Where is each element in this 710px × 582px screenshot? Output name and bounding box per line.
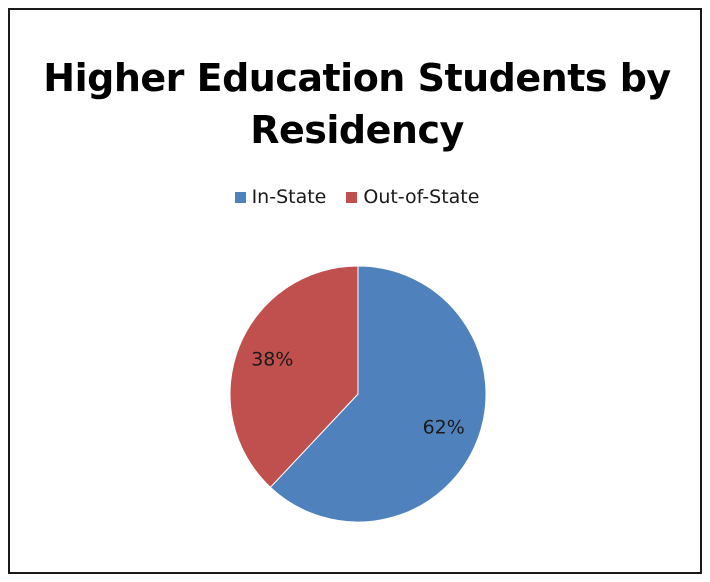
pie-data-labels: 62% 38% xyxy=(251,349,465,439)
legend-item-in-state: In-State xyxy=(234,186,327,208)
chart-title: Higher Education Students by Residency xyxy=(10,52,704,156)
chart-title-line-1: Higher Education Students by xyxy=(43,56,671,100)
pie-slices xyxy=(229,265,487,523)
data-label-out-of-state: 38% xyxy=(251,349,293,371)
legend-label-out-of-state: Out-of-State xyxy=(363,186,480,208)
chart-frame: Higher Education Students by Residency In… xyxy=(8,8,702,574)
data-label-in-state: 62% xyxy=(423,416,465,438)
legend-label-in-state: In-State xyxy=(251,186,327,208)
pie-chart: 62% 38% xyxy=(229,265,487,523)
pie-slice-out-of-state xyxy=(229,265,359,489)
pie-slice-in-state xyxy=(269,265,487,523)
chart-legend: In-State Out-of-State xyxy=(10,186,704,208)
legend-item-out-of-state: Out-of-State xyxy=(346,186,479,208)
legend-swatch-out-of-state xyxy=(346,191,358,203)
legend-swatch-in-state xyxy=(234,191,246,203)
chart-title-line-2: Residency xyxy=(250,108,464,152)
